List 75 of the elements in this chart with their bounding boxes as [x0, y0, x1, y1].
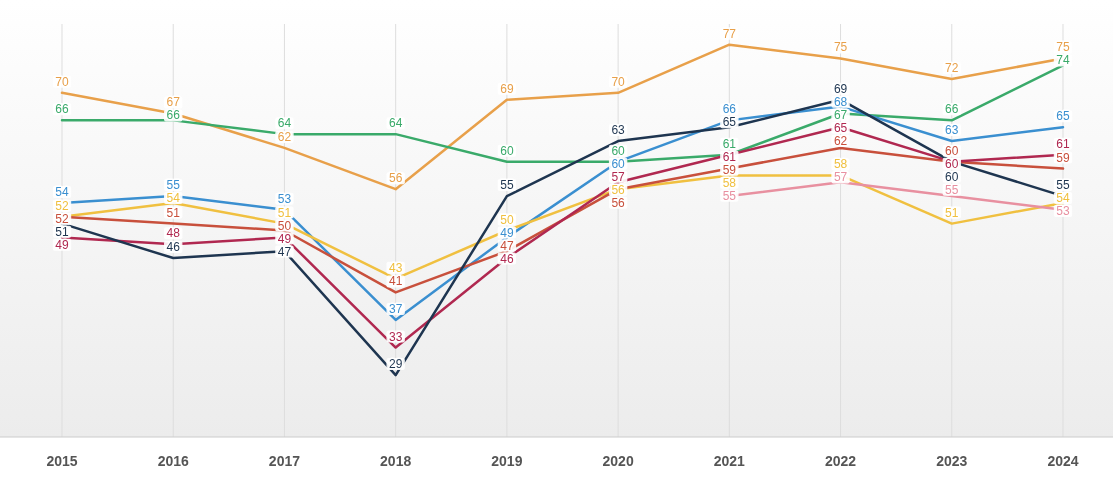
data-label: 61 — [1056, 136, 1070, 151]
data-label: 49 — [55, 237, 69, 252]
data-label: 72 — [945, 61, 959, 76]
data-label: 67 — [166, 95, 181, 110]
x-tick-label: 2020 — [602, 453, 634, 469]
data-label: 48 — [166, 226, 181, 241]
data-label: 64 — [277, 116, 292, 131]
x-tick-label: 2018 — [380, 453, 412, 469]
data-label: 62 — [833, 133, 848, 148]
data-label: 57 — [611, 169, 626, 184]
data-label: 52 — [55, 211, 69, 226]
data-label: 41 — [388, 274, 403, 289]
data-label: 66 — [945, 102, 959, 117]
x-tick-label: 2024 — [1047, 453, 1079, 469]
data-label: 61 — [722, 149, 737, 164]
data-label: 75 — [1056, 40, 1070, 55]
data-label: 68 — [833, 94, 848, 109]
data-label: 50 — [277, 218, 292, 233]
data-label: 58 — [833, 157, 848, 172]
data-label: 55 — [500, 178, 514, 193]
data-label: 51 — [55, 224, 69, 239]
data-label: 55 — [1056, 178, 1070, 193]
data-label: 60 — [945, 143, 959, 158]
data-label: 65 — [722, 115, 737, 130]
data-label: 70 — [611, 74, 626, 89]
data-label: 60 — [945, 169, 959, 184]
data-label: 62 — [277, 129, 292, 144]
data-label: 58 — [722, 175, 737, 190]
data-label: 46 — [166, 240, 181, 255]
x-tick-label: 2021 — [713, 453, 746, 469]
data-label: 56 — [611, 195, 626, 210]
x-tick-label: 2017 — [268, 453, 301, 469]
data-label: 55 — [166, 178, 181, 193]
x-tick-label: 2016 — [157, 453, 189, 469]
data-label: 75 — [833, 40, 848, 55]
data-label: 51 — [166, 205, 181, 220]
data-label: 54 — [55, 184, 69, 199]
data-label: 57 — [833, 170, 848, 185]
data-label: 63 — [945, 123, 959, 138]
x-tick-label: 2019 — [491, 453, 523, 469]
x-tick-label: 2022 — [824, 453, 857, 469]
data-label: 64 — [388, 116, 403, 131]
data-label: 43 — [388, 260, 403, 275]
data-label: 50 — [500, 212, 514, 227]
data-label: 33 — [388, 329, 403, 344]
data-label: 60 — [611, 156, 626, 171]
data-label: 77 — [722, 26, 737, 41]
data-label: 55 — [945, 182, 959, 197]
data-label: 61 — [722, 136, 737, 151]
x-tick-label: 2015 — [46, 453, 78, 469]
data-label: 66 — [166, 108, 181, 123]
data-label: 56 — [388, 171, 403, 186]
data-label: 49 — [500, 225, 514, 240]
data-label: 70 — [55, 74, 69, 89]
data-label: 52 — [55, 198, 69, 213]
x-tick-label: 2023 — [936, 453, 968, 469]
data-label: 51 — [277, 205, 292, 220]
data-label: 63 — [611, 123, 626, 138]
data-label: 60 — [611, 143, 626, 158]
data-label: 37 — [388, 301, 403, 316]
data-label: 51 — [945, 205, 959, 220]
data-label: 66 — [722, 102, 737, 117]
data-label: 54 — [1056, 191, 1070, 206]
data-label: 54 — [166, 191, 181, 206]
data-label: 47 — [500, 238, 514, 253]
data-label: 60 — [500, 143, 514, 158]
data-label: 60 — [945, 156, 959, 171]
data-label: 69 — [833, 81, 848, 96]
data-label: 69 — [500, 81, 514, 96]
data-label: 53 — [277, 191, 292, 206]
data-label: 65 — [1056, 109, 1070, 124]
data-label: 74 — [1056, 53, 1070, 68]
data-label: 29 — [388, 357, 403, 372]
data-label: 59 — [1056, 150, 1070, 165]
data-label: 66 — [55, 102, 69, 117]
